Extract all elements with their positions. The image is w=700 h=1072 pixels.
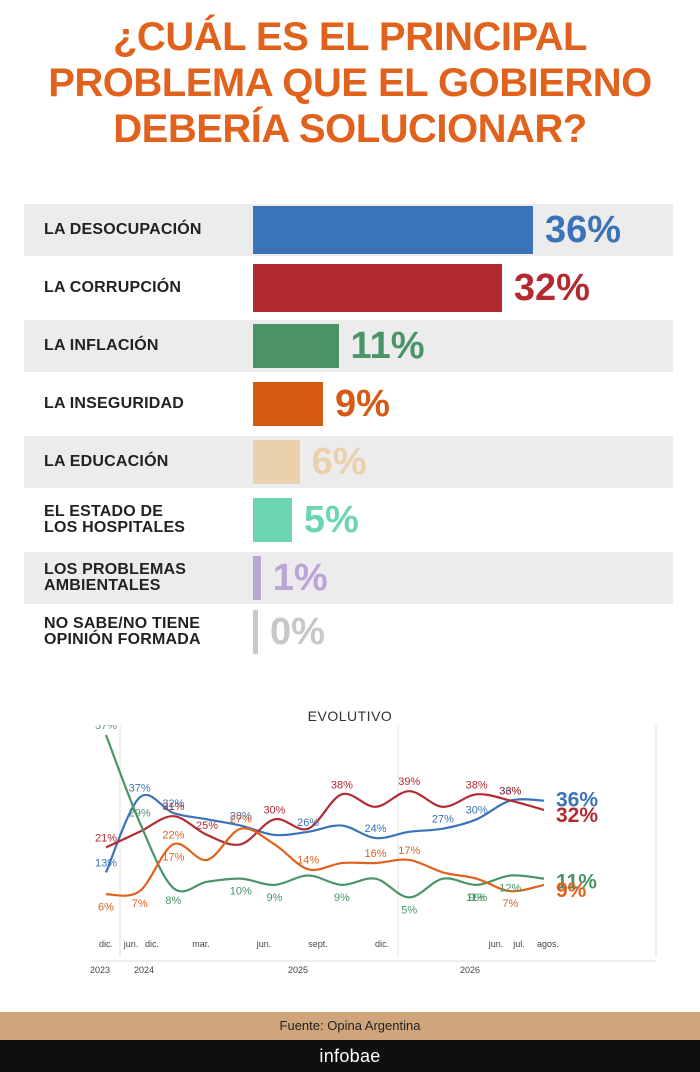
series-point-label: 9%	[334, 892, 350, 904]
x-tick-label: jun.	[123, 939, 139, 949]
series-point-label: 28%	[230, 811, 252, 823]
x-year-label: 2024	[134, 965, 154, 975]
series-point-label: 38%	[466, 779, 488, 791]
series-point-label: 22%	[162, 829, 184, 841]
bar-category-label: NO SABE/NO TIENE OPINIÓN FORMADA	[44, 615, 201, 648]
series-point-label: 38%	[331, 779, 353, 791]
series-point-label: 9%	[469, 892, 485, 904]
bar	[253, 556, 261, 600]
series-point-label: 9%	[267, 892, 283, 904]
bar-value-label: 9%	[335, 383, 390, 425]
bar-category-label: LA INSEGURIDAD	[44, 395, 184, 412]
series-point-label: 17%	[162, 851, 184, 863]
series-point-label: 37%	[129, 782, 151, 794]
x-tick-label: sept.	[308, 939, 328, 949]
series-point-label: 12%	[499, 883, 521, 895]
title-line: DEBERÍA SOLUCIONAR?	[113, 107, 587, 151]
title-line: ¿CUÁL ES EL PRINCIPAL	[113, 15, 588, 59]
series-point-label: 10%	[230, 886, 252, 898]
bar-row-background	[24, 378, 673, 430]
bar-value-label: 32%	[513, 267, 590, 309]
series-line	[105, 790, 545, 849]
bar-category-label: LA CORRUPCIÓN	[44, 279, 182, 296]
bar	[253, 610, 258, 654]
series-point-label: 32%	[162, 798, 184, 810]
x-year-label: 2026	[460, 965, 480, 975]
x-tick-label: jul.	[512, 939, 525, 949]
series-point-label: 27%	[230, 814, 252, 826]
bar-value-label: 1%	[272, 557, 328, 599]
x-tick-label: jun.	[256, 939, 272, 949]
x-tick-label: dic.	[99, 939, 113, 949]
bar-category-label: LA EDUCACIÓN	[44, 453, 169, 470]
series-point-label: 13%	[95, 857, 117, 869]
bar	[253, 440, 300, 484]
x-year-label: 2025	[288, 965, 308, 975]
bar-value-label: 11%	[350, 325, 425, 367]
series-end-label: 32%	[556, 804, 598, 827]
series-point-label: 57%	[95, 725, 117, 732]
bar-row-background	[24, 606, 673, 658]
series-point-label: 30%	[263, 804, 285, 816]
page-title: ¿CUÁL ES EL PRINCIPAL PROBLEMA QUE EL GO…	[0, 14, 700, 152]
series-point-label: 36%	[499, 786, 521, 798]
series-point-label: 25%	[196, 820, 218, 832]
series-point-label: 7%	[502, 898, 518, 910]
series-point-label: 31%	[162, 801, 184, 813]
bar-row-background	[24, 552, 673, 604]
series-point-label: 39%	[398, 776, 420, 788]
series-point-label: 16%	[365, 848, 387, 860]
series-point-label: 24%	[365, 823, 387, 835]
series-end-label: 11%	[556, 871, 597, 894]
series-end-label: 36%	[556, 789, 598, 812]
bar-category-label: LA INFLACIÓN	[44, 337, 159, 354]
bar-row-background	[24, 494, 673, 546]
bar-value-label: 6%	[311, 441, 367, 483]
bar-chart: LA DESOCUPACIÓN 36% LA CORRUPCIÓN 32% LA INF…	[24, 204, 673, 658]
series-line	[104, 734, 545, 899]
brand-logo: infobae	[0, 1040, 700, 1072]
bar	[253, 498, 292, 542]
x-year-label: 2023	[90, 965, 110, 975]
series-point-label: 29%	[129, 807, 151, 819]
line-chart: 13% 37% 32% 28% 26% 24% 27% 30% 36% 36% 21% 31% 25% 3…	[90, 725, 657, 975]
x-tick-label: dic.	[375, 939, 389, 949]
bar	[253, 324, 339, 368]
title-line: PROBLEMA QUE EL GOBIERNO	[48, 61, 652, 105]
series-end-label: 9%	[556, 879, 587, 902]
series-line	[105, 827, 545, 897]
series-point-label: 11%	[466, 892, 487, 904]
bar-value-label: 36%	[545, 209, 622, 251]
series-point-label: 8%	[165, 895, 181, 907]
bar	[253, 206, 533, 254]
series-point-label: 21%	[95, 832, 117, 844]
source-note: Fuente: Opina Argentina	[0, 1012, 700, 1040]
bar-category-label: LOS PROBLEMAS AMBIENTALES	[44, 561, 187, 594]
x-tick-label: jun.	[488, 939, 504, 949]
bar-value-label: 0%	[270, 611, 325, 653]
series-point-label: 5%	[401, 904, 417, 916]
x-tick-label: agos.	[537, 939, 559, 949]
series-point-label: 26%	[297, 817, 319, 829]
bar-value-label: 5%	[303, 499, 359, 541]
bar	[253, 382, 323, 426]
series-line	[104, 794, 545, 873]
series-point-label: 6%	[98, 901, 114, 913]
series-point-label: 27%	[432, 814, 454, 826]
bar-row-background	[24, 320, 673, 372]
x-tick-label: mar.	[192, 939, 210, 949]
series-point-label: 33%	[499, 786, 521, 798]
bar-row-background	[24, 436, 673, 488]
series-point-label: 7%	[132, 898, 148, 910]
bar	[253, 264, 502, 312]
series-point-label: 14%	[297, 854, 319, 866]
series-point-label: 30%	[466, 804, 488, 816]
x-tick-label: dic.	[145, 939, 159, 949]
bar-category-label: LA DESOCUPACIÓN	[44, 221, 202, 238]
series-point-label: 17%	[398, 845, 420, 857]
bar-category-label: EL ESTADO DE LOS HOSPITALES	[44, 503, 186, 536]
line-chart-title: EVOLUTIVO	[307, 708, 393, 724]
